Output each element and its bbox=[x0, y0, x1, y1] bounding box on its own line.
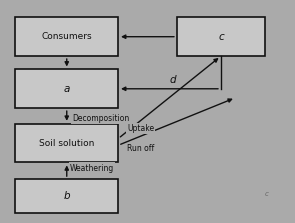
Text: c: c bbox=[218, 32, 224, 42]
Text: Run off: Run off bbox=[127, 144, 154, 153]
Bar bbox=[15, 124, 118, 163]
Text: b: b bbox=[63, 191, 70, 201]
Text: d: d bbox=[169, 75, 176, 85]
Text: Uptake: Uptake bbox=[127, 124, 154, 133]
Text: c: c bbox=[265, 191, 269, 197]
Bar bbox=[15, 69, 118, 108]
Text: Soil solution: Soil solution bbox=[39, 138, 94, 148]
Text: Consumers: Consumers bbox=[41, 32, 92, 41]
Bar bbox=[15, 179, 118, 213]
Text: Weathering: Weathering bbox=[70, 164, 114, 173]
Text: a: a bbox=[63, 84, 70, 94]
Bar bbox=[177, 17, 265, 56]
Bar bbox=[15, 17, 118, 56]
Text: Decomposition: Decomposition bbox=[73, 114, 130, 123]
